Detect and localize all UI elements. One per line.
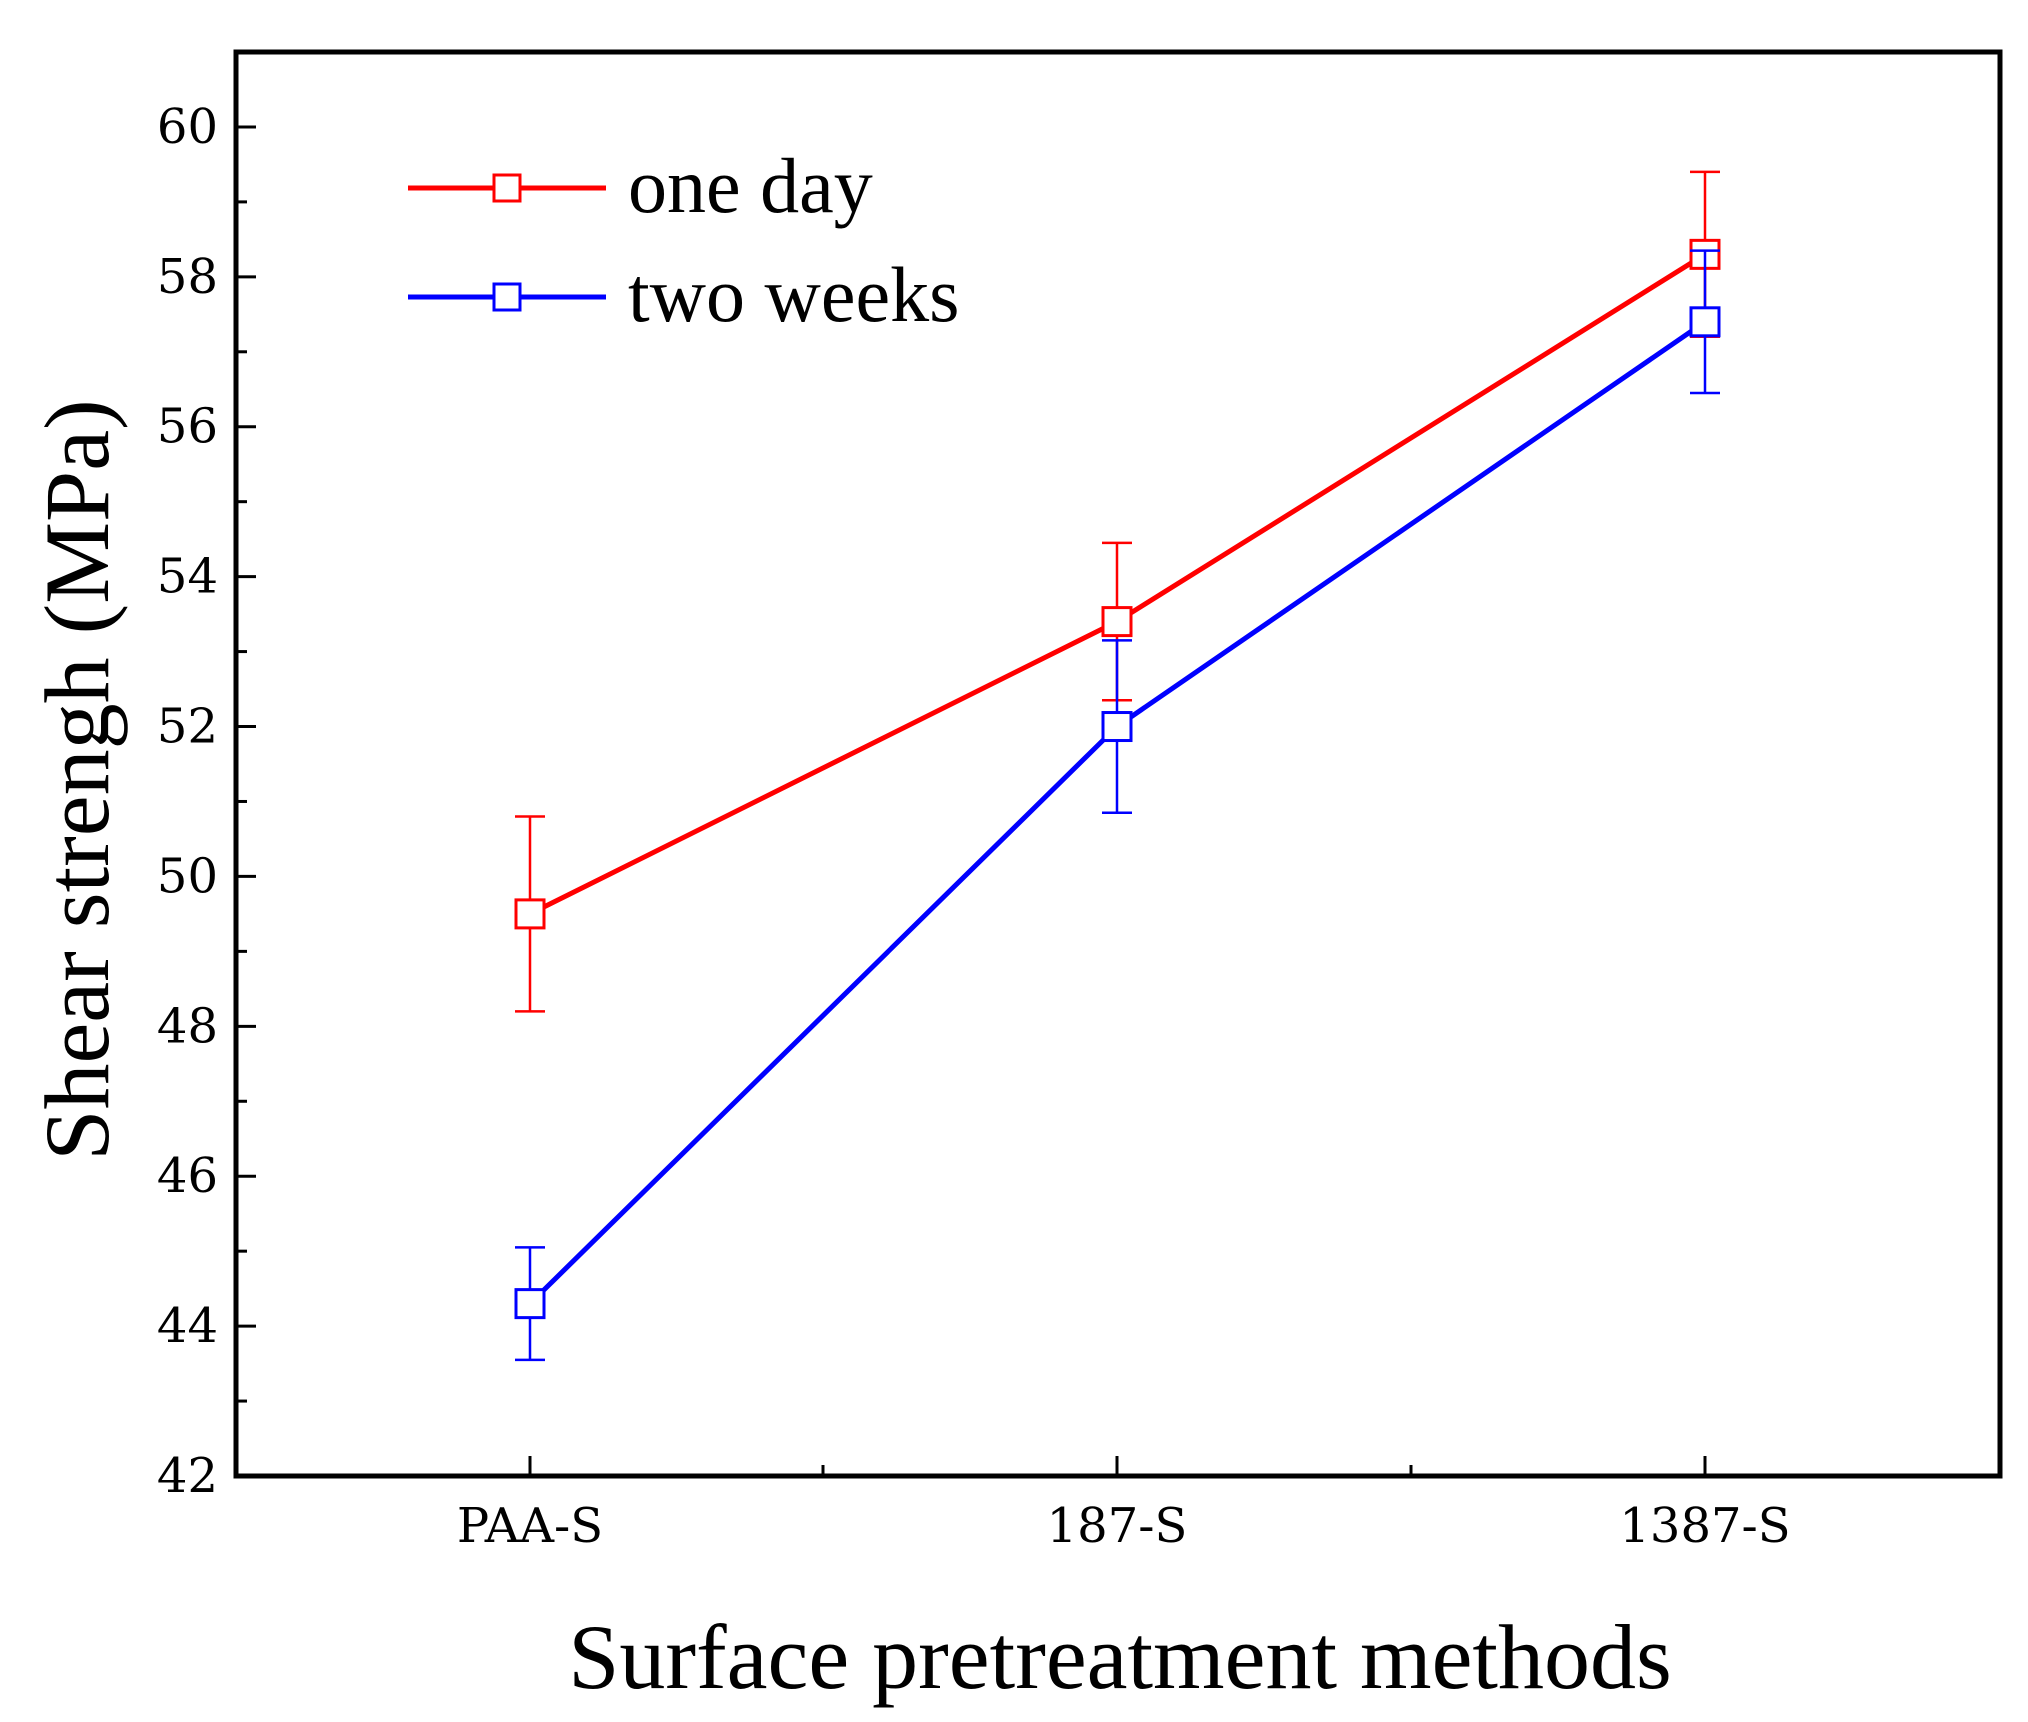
legend-label: two weeks (628, 251, 959, 338)
x-axis-title: Surface pretreatment methods (568, 1606, 1672, 1708)
y-tick-label: 46 (157, 1148, 218, 1204)
data-point-marker (1689, 306, 1721, 338)
y-tick-label: 58 (157, 249, 218, 305)
y-tick-label: 56 (157, 399, 218, 455)
y-tick-label: 44 (157, 1298, 218, 1354)
x-axis: PAA-S 187-S 1387-S (457, 1456, 1791, 1554)
y-axis-title: Shear strengh (MPa) (26, 399, 128, 1160)
x-tick-label: 1387-S (1619, 1498, 1790, 1554)
data-point-marker (1101, 606, 1133, 638)
data-point-marker (514, 898, 546, 930)
y-tick-label: 42 (157, 1448, 218, 1504)
x-tick-label: 187-S (1047, 1498, 1188, 1554)
y-axis: 42 44 46 48 50 52 54 56 58 60 (157, 99, 256, 1504)
x-tick-label: PAA-S (457, 1498, 603, 1554)
legend-marker (492, 173, 522, 203)
y-tick-label: 48 (157, 998, 218, 1054)
y-tick-label: 50 (157, 848, 218, 904)
legend: one day two weeks (408, 142, 959, 338)
legend-label: one day (628, 142, 873, 229)
y-tick-label: 60 (157, 99, 218, 155)
legend-marker (492, 282, 522, 312)
data-point-marker (1101, 711, 1133, 743)
series-layer (514, 170, 1721, 1362)
data-point-marker (514, 1288, 546, 1320)
y-tick-label: 52 (157, 699, 218, 755)
y-tick-label: 54 (157, 549, 218, 605)
series-two-weeks (514, 249, 1721, 1362)
